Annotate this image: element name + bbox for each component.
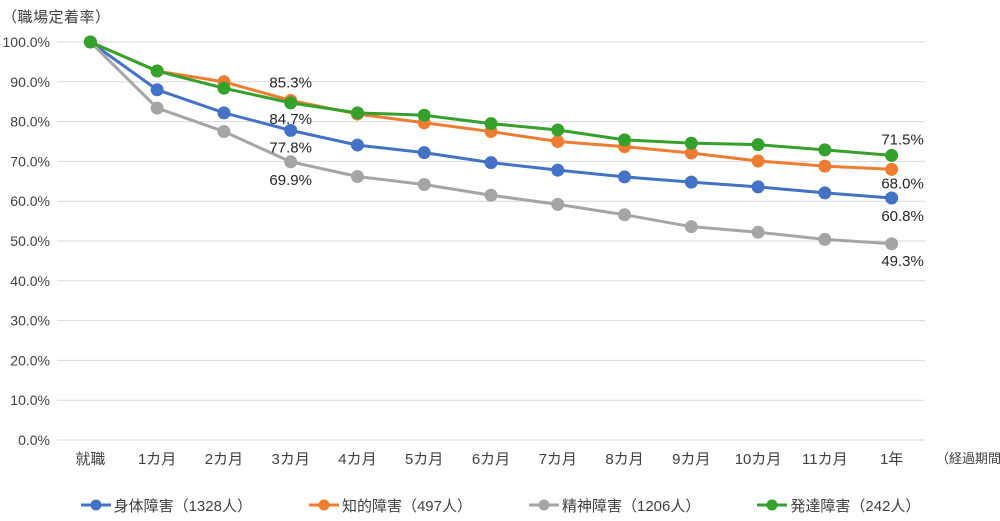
- x-tick-label: 4カ月: [338, 451, 376, 468]
- y-axis-title: （職場定着率）: [2, 9, 111, 26]
- legend-marker-icon: [308, 499, 339, 511]
- legend-item-3: 発達障害（242人）: [756, 495, 920, 516]
- data-point-marker: [551, 163, 565, 177]
- data-point-marker: [217, 81, 231, 95]
- data-label: 71.5%: [881, 131, 924, 148]
- legend-item-1: 知的障害（497人）: [308, 495, 472, 516]
- data-point-marker: [350, 106, 364, 120]
- data-point-marker: [284, 123, 298, 137]
- data-point-marker: [417, 146, 431, 160]
- data-point-marker: [284, 155, 298, 169]
- x-tick-label: 11カ月: [802, 451, 848, 468]
- y-tick-label: 60.0%: [10, 193, 50, 209]
- data-point-marker: [484, 188, 498, 202]
- data-point-marker: [350, 170, 364, 184]
- legend-label: 発達障害（242人）: [790, 497, 921, 515]
- data-label: 49.3%: [881, 253, 924, 270]
- series-line-2: [89, 40, 892, 246]
- data-point-marker: [885, 237, 899, 251]
- y-tick-label: 20.0%: [10, 352, 50, 368]
- x-tick-label: 就職: [75, 451, 105, 468]
- data-label: 85.3%: [269, 75, 312, 92]
- x-tick-label: 5カ月: [405, 451, 443, 468]
- data-point-marker: [751, 154, 765, 168]
- series-line-1: [89, 40, 892, 171]
- y-tick-label: 40.0%: [10, 273, 50, 289]
- x-tick-label: 1カ月: [138, 451, 176, 468]
- x-tick-label: 3カ月: [272, 451, 310, 468]
- data-label: 77.8%: [269, 139, 312, 156]
- x-tick-label: 1年: [880, 451, 903, 468]
- data-label: 60.8%: [881, 208, 924, 225]
- legend-label: 身体障害（1328人）: [113, 497, 252, 515]
- x-tick-label: 7カ月: [539, 451, 577, 468]
- data-point-marker: [484, 156, 498, 170]
- y-tick-label: 90.0%: [10, 74, 50, 90]
- data-point-marker: [885, 191, 899, 205]
- data-point-marker: [818, 159, 832, 173]
- data-point-marker: [484, 117, 498, 131]
- data-point-marker: [350, 138, 364, 152]
- data-point-marker: [618, 208, 632, 222]
- data-label: 68.0%: [881, 175, 924, 192]
- data-point-marker: [417, 108, 431, 122]
- data-point-marker: [217, 125, 231, 139]
- legend-marker-icon: [757, 499, 788, 511]
- data-point-marker: [551, 123, 565, 137]
- x-tick-label: 6カ月: [472, 451, 510, 468]
- data-point-marker: [217, 106, 231, 120]
- data-point-marker: [818, 232, 832, 246]
- data-point-marker: [818, 186, 832, 200]
- legend-item-0: 身体障害（1328人）: [80, 495, 252, 516]
- data-point-marker: [150, 64, 164, 78]
- y-tick-label: 80.0%: [10, 114, 50, 130]
- data-point-marker: [684, 136, 698, 150]
- series-line-3: [89, 40, 892, 157]
- legend-marker-icon: [80, 499, 111, 511]
- legend-item-2: 精神障害（1206人）: [528, 495, 700, 516]
- data-point-marker: [417, 177, 431, 191]
- x-axis-title: （経過期間）: [936, 451, 1000, 466]
- data-point-marker: [751, 225, 765, 239]
- data-point-marker: [751, 138, 765, 152]
- data-label: 69.9%: [269, 172, 312, 189]
- x-tick-label: 2カ月: [205, 451, 243, 468]
- data-point-marker: [684, 175, 698, 189]
- data-point-marker: [684, 220, 698, 234]
- data-point-marker: [684, 146, 698, 160]
- data-point-marker: [150, 83, 164, 97]
- chart-legend: 身体障害（1328人） 知的障害（497人） 精神障害（1206人） 発達障害（242…: [0, 492, 1000, 518]
- x-tick-label: 10カ月: [735, 451, 782, 468]
- legend-marker-icon: [529, 499, 559, 511]
- y-tick-label: 10.0%: [10, 392, 50, 408]
- data-point-marker: [284, 96, 298, 110]
- data-point-marker: [885, 148, 899, 162]
- x-tick-label: 9カ月: [672, 451, 710, 468]
- y-tick-label: 100.0%: [3, 34, 50, 50]
- x-tick-label: 8カ月: [605, 451, 643, 468]
- data-point-marker: [885, 162, 899, 176]
- y-tick-label: 70.0%: [10, 153, 50, 169]
- y-tick-label: 30.0%: [10, 313, 50, 329]
- data-point-marker: [751, 180, 765, 194]
- data-point-marker: [618, 170, 632, 184]
- data-point-marker: [551, 197, 565, 211]
- data-label: 84.7%: [269, 111, 312, 128]
- retention-line-chart: 0.0% 10.0% 20.0% 30.0% 40.0% 50.0% 60.0% 70.0% 8…: [3, 34, 1000, 468]
- data-point-marker: [818, 143, 832, 157]
- data-point-marker: [150, 101, 164, 115]
- legend-label: 知的障害（497人）: [341, 497, 472, 515]
- data-point-marker: [83, 35, 97, 49]
- data-point-marker: [618, 133, 632, 147]
- y-tick-label: 50.0%: [10, 233, 50, 249]
- legend-label: 精神障害（1206人）: [562, 497, 701, 515]
- data-point-marker: [551, 135, 565, 148]
- y-tick-label: 0.0%: [18, 432, 50, 448]
